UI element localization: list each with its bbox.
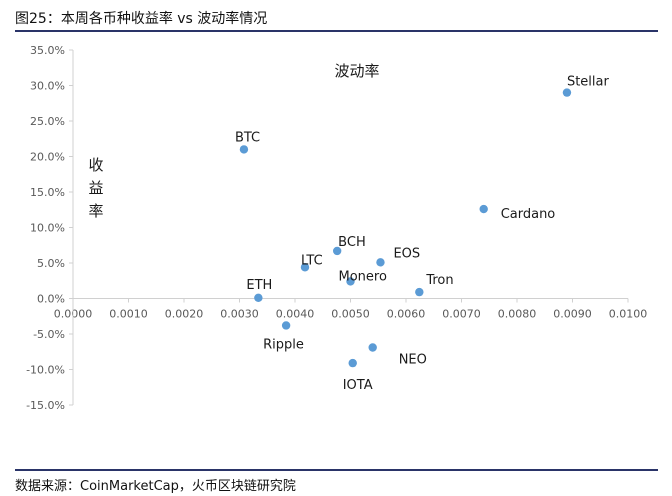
data-point (415, 287, 424, 297)
y-tick-label: 20.0% (30, 151, 65, 164)
data-point (346, 277, 355, 286)
figure-title: 图25：本周各币种收益率 vs 波动率情况 (15, 11, 268, 27)
bottom-rule (15, 469, 658, 471)
x-tick-label: 0.0050 (331, 308, 370, 321)
data-point-label: EOS (393, 246, 420, 261)
y-tick-label: -10.0% (26, 364, 65, 377)
data-point (479, 204, 488, 214)
data-point-label: IOTA (343, 378, 373, 393)
x-tick-label: 0.0070 (442, 308, 481, 321)
y-tick-label: 15.0% (30, 186, 65, 199)
y-axis-title-char: 收 (88, 156, 103, 174)
x-tick-label: 0.0030 (220, 308, 259, 321)
y-tick-label: 5.0% (37, 257, 65, 270)
source-note: 数据来源：CoinMarketCap，火币区块链研究院 (15, 479, 296, 494)
data-point (348, 358, 357, 368)
y-tick-label: 0.0% (37, 293, 65, 306)
x-tick-label: 0.0100 (609, 308, 648, 321)
y-axis-tick-labels: -15.0% -10.0% -5.0% 0.0% 5.0% 10.0% 15.0% 20.0%… (26, 44, 73, 412)
y-tick-label: 25.0% (30, 115, 65, 128)
top-rule (15, 30, 658, 32)
y-tick-label: 30.0% (30, 80, 65, 93)
data-point-label: Tron (425, 273, 453, 288)
y-axis-title-char: 率 (88, 202, 103, 220)
data-point (300, 263, 310, 272)
data-point (254, 293, 263, 302)
data-point-label: BTC (235, 130, 260, 145)
data-point-label: Stellar (567, 75, 610, 90)
data-point-label: ETH (246, 278, 272, 293)
data-point (562, 88, 572, 97)
data-point-label: Ripple (263, 337, 304, 352)
y-axis-title: 收益率 (88, 156, 103, 220)
data-point-label: Monero (339, 269, 387, 284)
x-tick-label: 0.0060 (387, 308, 426, 321)
data-point-labels: Stellar BTC Cardano BCH EOS LTC Monero Tron ETH R… (235, 75, 610, 394)
x-tick-label: 0.0080 (498, 308, 537, 321)
x-tick-label: 0.0010 (109, 308, 148, 321)
y-tick-label: -15.0% (26, 399, 65, 412)
x-tick-label: 0.0020 (165, 308, 204, 321)
y-tick-label: -5.0% (33, 328, 65, 341)
x-tick-label: 0.0040 (276, 308, 315, 321)
data-point (332, 246, 342, 256)
data-point (368, 343, 377, 352)
scatter-chart: -15.0% -10.0% -5.0% 0.0% 5.0% 10.0% 15.0% 20.0%… (26, 44, 648, 412)
data-point-label: BCH (338, 235, 366, 250)
data-point-label: Cardano (501, 207, 556, 222)
data-point-label: LTC (301, 253, 323, 268)
data-points (239, 88, 572, 368)
y-tick-label: 10.0% (30, 222, 65, 235)
y-axis-title-char: 益 (88, 179, 103, 197)
x-axis-tick-labels: 0.0000 0.0010 0.0020 0.0030 0.0040 0.0050 0.00… (54, 298, 648, 321)
x-axis-title: 波动率 (334, 62, 379, 80)
y-tick-label: 35.0% (30, 44, 65, 57)
x-tick-label: 0.0090 (553, 308, 592, 321)
data-point-label: NEO (399, 352, 427, 367)
data-point (376, 258, 385, 267)
data-point (239, 145, 249, 154)
data-point (281, 321, 291, 330)
